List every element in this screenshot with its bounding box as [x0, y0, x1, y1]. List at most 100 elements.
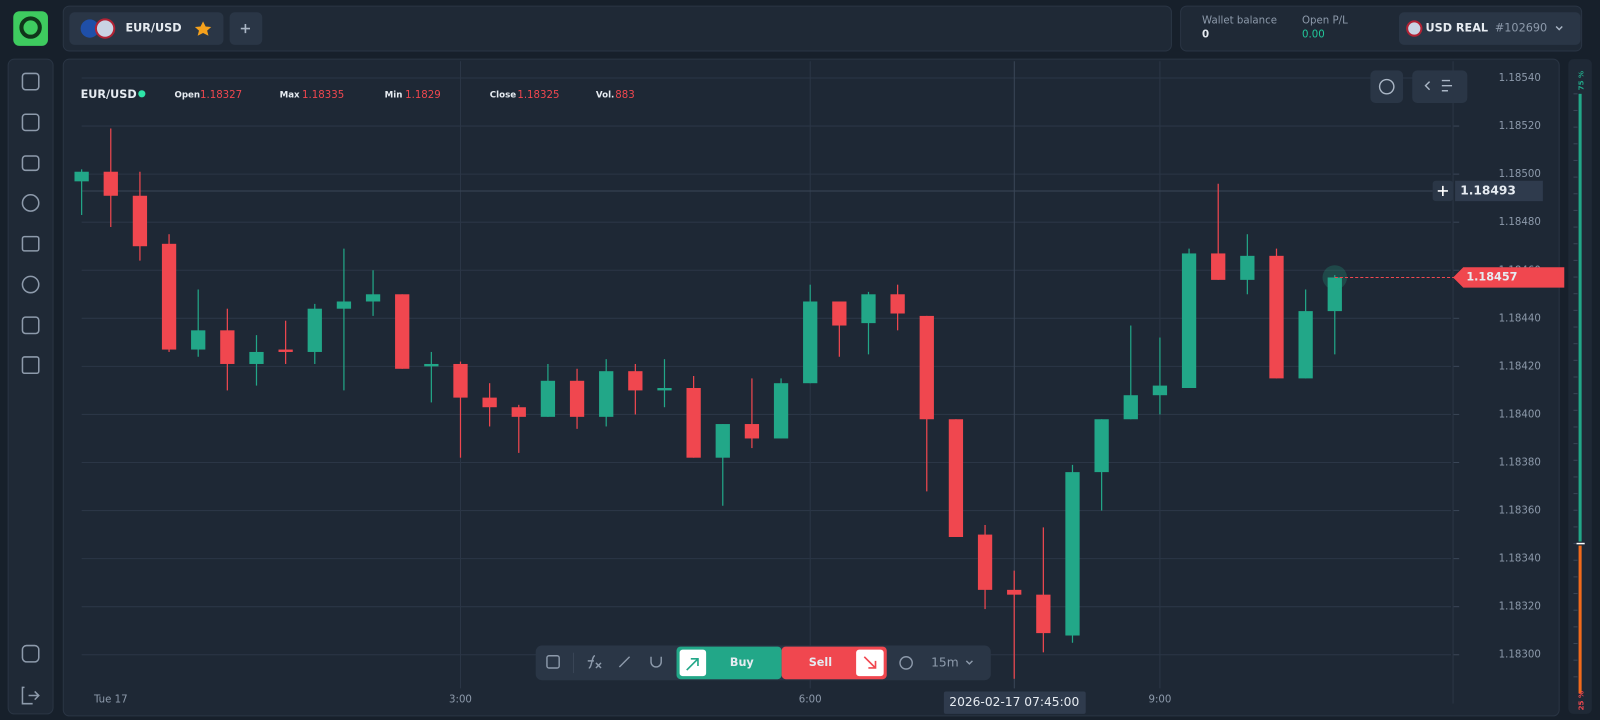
- last-price-label: 1.18457: [1466, 270, 1517, 283]
- last-price-tag: [1453, 267, 1565, 288]
- candle-body: [1327, 277, 1342, 312]
- nav-icon[interactable]: [21, 644, 40, 663]
- nav-icon[interactable]: [21, 113, 40, 132]
- candle-body: [482, 397, 497, 408]
- indicator-button[interactable]: [1370, 70, 1404, 104]
- nav-icon[interactable]: [21, 316, 40, 335]
- crosshair-price-label: 1.18493: [1460, 183, 1516, 197]
- buy-icon: [686, 657, 699, 671]
- candle-body: [948, 419, 964, 537]
- favorite-star[interactable]: [194, 21, 212, 36]
- info-value: 883: [615, 90, 634, 101]
- y-tick-label: 1.18400: [1499, 409, 1541, 420]
- candle-body: [365, 294, 381, 302]
- candle-body: [1240, 255, 1255, 280]
- candle-body: [773, 383, 789, 439]
- candle-body: [832, 301, 847, 326]
- plot: 1.18300 1.18320 1.18340 1.18360 1.18380 1.184…: [74, 61, 1565, 714]
- tool-icon[interactable]: [618, 656, 631, 668]
- x-tick-label: 9:00: [1148, 695, 1171, 706]
- candle-body: [977, 534, 993, 590]
- candle-body: [453, 363, 468, 398]
- sell-label: Sell: [809, 656, 832, 669]
- nav-icon[interactable]: [21, 235, 40, 252]
- x-tick-label: Tue 17: [93, 695, 128, 706]
- candle-body: [1181, 253, 1197, 389]
- info-label: Min: [385, 90, 403, 100]
- tool-icon[interactable]: [546, 655, 560, 669]
- y-tick-label: 1.18320: [1499, 602, 1541, 613]
- crosshair-time-label: 2026-02-17 07:45:00: [949, 695, 1079, 709]
- nav-icon[interactable]: [21, 275, 40, 294]
- candle-body: [1123, 395, 1138, 420]
- sentiment-down: [1578, 545, 1582, 694]
- info-label: Open: [174, 90, 200, 100]
- chart-panel: [62, 58, 1560, 717]
- info-label: Vol.: [596, 90, 614, 100]
- nav-icon[interactable]: [21, 155, 40, 172]
- logo[interactable]: [13, 11, 48, 46]
- y-tick-label: 1.18420: [1499, 361, 1541, 372]
- account-selector[interactable]: [1398, 12, 1581, 45]
- timeframe[interactable]: 15m: [931, 655, 959, 669]
- candle-body: [744, 424, 760, 439]
- logo-mark: [19, 16, 42, 39]
- y-tick-label: 1.18340: [1499, 554, 1541, 565]
- crosshair-plus: [1437, 185, 1448, 197]
- candle-body: [890, 294, 905, 314]
- info-label: Max: [280, 90, 300, 100]
- nav-icon[interactable]: [21, 72, 40, 91]
- sentiment-down-label: 25 %: [1577, 691, 1586, 711]
- candle-body: [569, 380, 585, 417]
- pl-label: Open P/L: [1302, 15, 1348, 26]
- account-id: #102690: [1495, 22, 1547, 35]
- candle-body: [686, 388, 701, 458]
- x-tick-label: 3:00: [449, 695, 472, 706]
- candle-body: [1094, 419, 1109, 473]
- candle-body: [395, 294, 410, 369]
- x-tick-label: 6:00: [799, 695, 822, 706]
- candle-body: [1298, 311, 1313, 379]
- candle-body: [161, 243, 177, 350]
- candle-body: [424, 363, 439, 367]
- y-tick-label: 1.18540: [1499, 73, 1541, 84]
- wallet-value: 0: [1202, 30, 1209, 41]
- candle-body: [599, 371, 614, 417]
- candle-body: [803, 301, 818, 384]
- y-tick-label: 1.18500: [1499, 169, 1541, 180]
- logout-icon[interactable]: [21, 686, 40, 705]
- flag-us: [1406, 20, 1423, 37]
- pl-value: 0.00: [1302, 30, 1325, 41]
- sentiment-up-label: 75 %: [1577, 71, 1586, 91]
- candle-body: [307, 308, 322, 352]
- icon: [1378, 78, 1395, 95]
- nav-icon[interactable]: [21, 194, 40, 212]
- crosshair-time-box: [943, 691, 1086, 714]
- add-icon: [240, 23, 250, 34]
- candle-body: [103, 171, 118, 196]
- y-tick-label: 1.18440: [1499, 313, 1541, 324]
- candle-body: [1036, 594, 1051, 634]
- y-tick-label: 1.18480: [1499, 217, 1541, 228]
- nav-icon[interactable]: [21, 356, 40, 375]
- chevron: [1555, 26, 1563, 31]
- tool-icon[interactable]: [899, 656, 913, 670]
- candle-body: [220, 330, 235, 364]
- candle-body: [628, 371, 643, 391]
- candle-body: [657, 388, 672, 391]
- asset-name: EUR/USD: [126, 22, 182, 35]
- panel-toggle[interactable]: [1412, 70, 1468, 104]
- tool-icon[interactable]: [650, 656, 662, 668]
- y-tick-label: 1.18380: [1499, 458, 1541, 469]
- candle-body: [1065, 472, 1080, 636]
- info-value: 1.18325: [517, 90, 559, 101]
- live-glow: [1322, 265, 1348, 290]
- flag-eu: [80, 19, 99, 38]
- info-value: 1.18335: [302, 90, 344, 101]
- candle-body: [861, 294, 876, 324]
- candle-body: [1211, 253, 1226, 280]
- tool-icon[interactable]: [587, 655, 602, 669]
- account-type: USD REAL: [1426, 22, 1489, 35]
- sentiment: 75 % 25 %: [1573, 71, 1586, 711]
